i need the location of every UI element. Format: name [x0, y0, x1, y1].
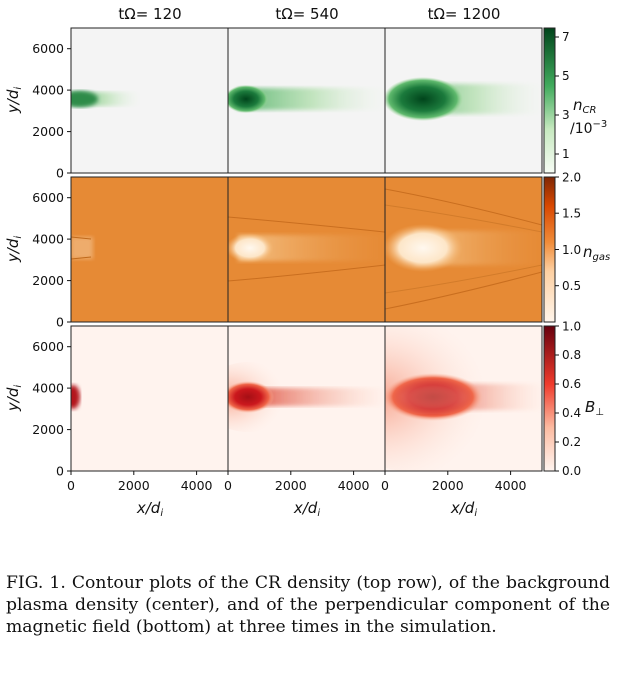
- y-tick-label: 6000: [32, 339, 64, 354]
- x-axis-title-col2: x/di: [293, 499, 320, 519]
- row-gas-density: [70, 176, 543, 323]
- x-tick-label: 0: [381, 478, 389, 493]
- panel-b-t540: [227, 325, 386, 472]
- colorbar-label-cr: nCR: [573, 96, 596, 116]
- x-axis-title-col3: x/di: [450, 499, 477, 519]
- colorbar-tick-label: 0.0: [562, 464, 581, 478]
- panel-gas-t1200: [384, 176, 543, 323]
- y-tick-label: 0: [56, 166, 64, 181]
- x-axis-titles: x/di x/di x/di: [136, 499, 477, 519]
- colorbar-label-gas: ngas: [583, 243, 610, 263]
- colorbar-tick-label: 7: [562, 30, 570, 44]
- colorbar-tick-label: 0.5: [562, 279, 581, 293]
- x-axis-title-col1: x/di: [136, 499, 163, 519]
- y-axis: 0 2000 4000 6000 0 2000 4000 6000 0 2000…: [32, 41, 71, 479]
- y-tick-label: 2000: [32, 422, 64, 437]
- colorbar-tick-label: 0.6: [562, 377, 581, 391]
- y-tick-label: 6000: [32, 41, 64, 56]
- y-tick-label: 4000: [32, 83, 64, 98]
- colorbar-b: 0.0 0.2 0.4 0.6 0.8 1.0 B⊥: [543, 320, 604, 478]
- colorbar-tick-label: 1: [562, 147, 570, 161]
- figure: tΩ= 120 tΩ= 540 tΩ= 1200: [4, 5, 610, 519]
- row-cr-density: [70, 27, 543, 174]
- figure-caption: FIG. 1. Contour plots of the CR density …: [6, 573, 610, 637]
- y-tick-label: 6000: [32, 190, 64, 205]
- panel-b-t1200: [384, 325, 543, 472]
- colorbar-label-b: B⊥: [585, 398, 604, 418]
- panel-cr-t120: [70, 27, 229, 174]
- x-tick-label: 2000: [432, 478, 464, 493]
- panel-gas-t540: [227, 176, 386, 323]
- y-axis-titles: y/di y/di y/di: [4, 87, 24, 412]
- panel-cr-t540: [227, 27, 386, 174]
- colorbar-cr: 1 3 5 7 nCR /10−3: [543, 27, 607, 174]
- x-axis: 0 2000 4000 0 2000 4000 0 2000 4000: [67, 471, 527, 493]
- y-tick-label: 0: [56, 464, 64, 479]
- y-axis-title-row2: y/di: [4, 236, 24, 263]
- colorbar-tick-label: 5: [562, 69, 570, 83]
- y-axis-title-row3: y/di: [4, 385, 24, 412]
- panel-cr-t1200: [384, 27, 543, 174]
- colorbar-tick-label: 0.4: [562, 406, 581, 420]
- colorbar-tick-label: 3: [562, 108, 570, 122]
- x-tick-label: 0: [67, 478, 75, 493]
- panel-gas-t120: [70, 176, 229, 323]
- y-axis-title-row1: y/di: [4, 87, 24, 114]
- column-title-3: tΩ= 1200: [428, 5, 501, 23]
- y-tick-label: 2000: [32, 273, 64, 288]
- y-tick-label: 4000: [32, 381, 64, 396]
- panel-b-t120: [70, 325, 229, 472]
- x-tick-label: 2000: [275, 478, 307, 493]
- x-tick-label: 0: [224, 478, 232, 493]
- x-tick-label: 2000: [118, 478, 150, 493]
- colorbar-tick-label: 1.0: [562, 320, 581, 334]
- column-title-2: tΩ= 540: [275, 5, 338, 23]
- colorbar-tick-label: 0.8: [562, 348, 581, 362]
- colorbar-gas: 0.5 1.0 1.5 2.0 ngas: [543, 171, 610, 323]
- y-tick-label: 4000: [32, 232, 64, 247]
- x-tick-label: 4000: [338, 478, 370, 493]
- row-b-perp: [70, 325, 543, 472]
- x-tick-label: 4000: [181, 478, 213, 493]
- y-tick-label: 2000: [32, 124, 64, 139]
- colorbar-tick-label: 2.0: [562, 171, 581, 185]
- column-title-1: tΩ= 120: [118, 5, 181, 23]
- y-tick-label: 0: [56, 315, 64, 330]
- colorbar-label-cr-scale: /10−3: [570, 119, 607, 137]
- colorbar-tick-label: 1.0: [562, 243, 581, 257]
- colorbar-tick-label: 0.2: [562, 435, 581, 449]
- colorbar-tick-label: 1.5: [562, 207, 581, 221]
- x-tick-label: 4000: [495, 478, 527, 493]
